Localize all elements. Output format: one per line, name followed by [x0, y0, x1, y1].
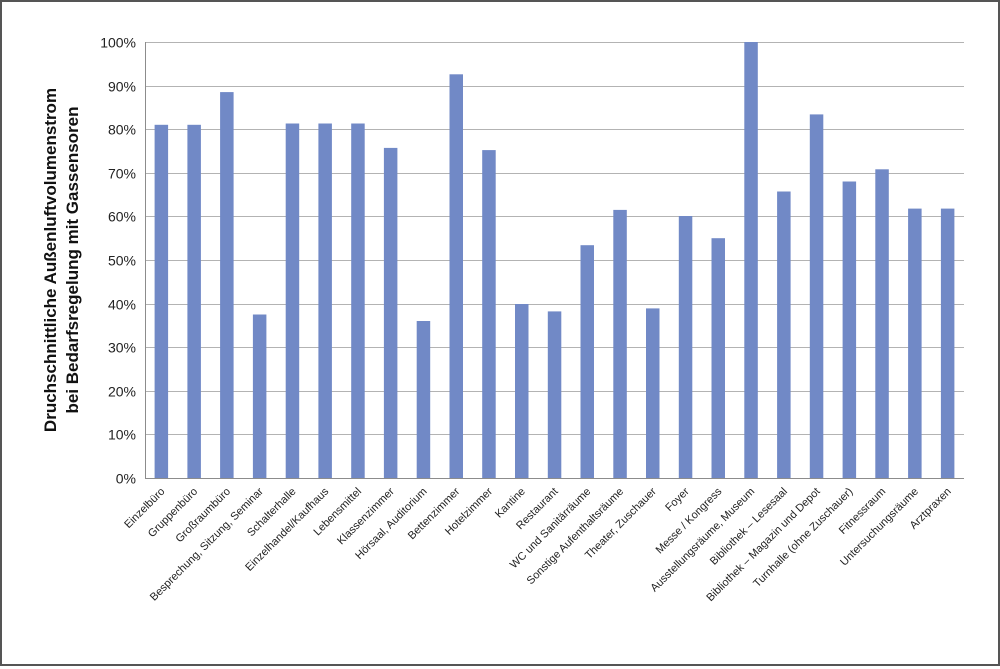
gridlines — [145, 42, 964, 435]
y-axis-title-line: bei Bedarfsregelung mit Gassensoren — [63, 106, 82, 413]
bar — [809, 114, 824, 479]
y-tick-label: 80% — [108, 122, 136, 138]
y-tick-label: 20% — [108, 384, 136, 400]
bar — [940, 208, 955, 478]
y-tick-label: 0% — [116, 471, 136, 487]
x-tick-labels: EinzelbüroGruppenbüroGroßraumbüroBesprec… — [122, 485, 953, 604]
bar — [187, 124, 201, 479]
y-tick-label: 60% — [108, 209, 136, 225]
x-tick-label: Klassenzimmer — [335, 485, 397, 547]
bar — [547, 311, 562, 478]
bars — [154, 42, 955, 479]
bar — [449, 74, 463, 479]
bar — [777, 191, 791, 478]
bar — [908, 208, 922, 478]
bar — [711, 238, 725, 478]
y-tick-label: 90% — [108, 79, 136, 95]
bar — [580, 245, 594, 478]
y-tick-label: 30% — [108, 340, 136, 356]
y-axis-title: Druchschnittliche Außenluftvolumenstrom b… — [41, 88, 82, 432]
y-tick-label: 40% — [108, 297, 136, 313]
bar — [875, 169, 889, 479]
bar — [416, 321, 431, 478]
bar — [515, 304, 529, 478]
axes — [145, 42, 964, 479]
y-tick-label: 70% — [108, 166, 136, 182]
bar — [220, 92, 234, 478]
bar — [613, 209, 627, 478]
x-tick-label: Foyer — [663, 485, 692, 514]
bar — [351, 123, 365, 478]
bar — [285, 123, 300, 478]
bar — [154, 124, 169, 479]
bar — [646, 308, 660, 478]
y-tick-label: 10% — [108, 427, 136, 443]
y-tick-label: 50% — [108, 253, 136, 269]
y-axis-title-line: Druchschnittliche Außenluftvolumenstrom — [41, 88, 60, 432]
bar — [383, 147, 398, 478]
y-tick-labels: 0% 10% 20% 30% 40% 50% 60% 70% 80% 90% 100% — [100, 35, 136, 487]
bar — [744, 42, 758, 478]
y-tick-label: 100% — [100, 35, 136, 51]
bar — [252, 314, 267, 478]
bar — [482, 150, 496, 478]
bar — [842, 181, 857, 478]
bar — [318, 123, 332, 478]
bar — [678, 216, 693, 478]
